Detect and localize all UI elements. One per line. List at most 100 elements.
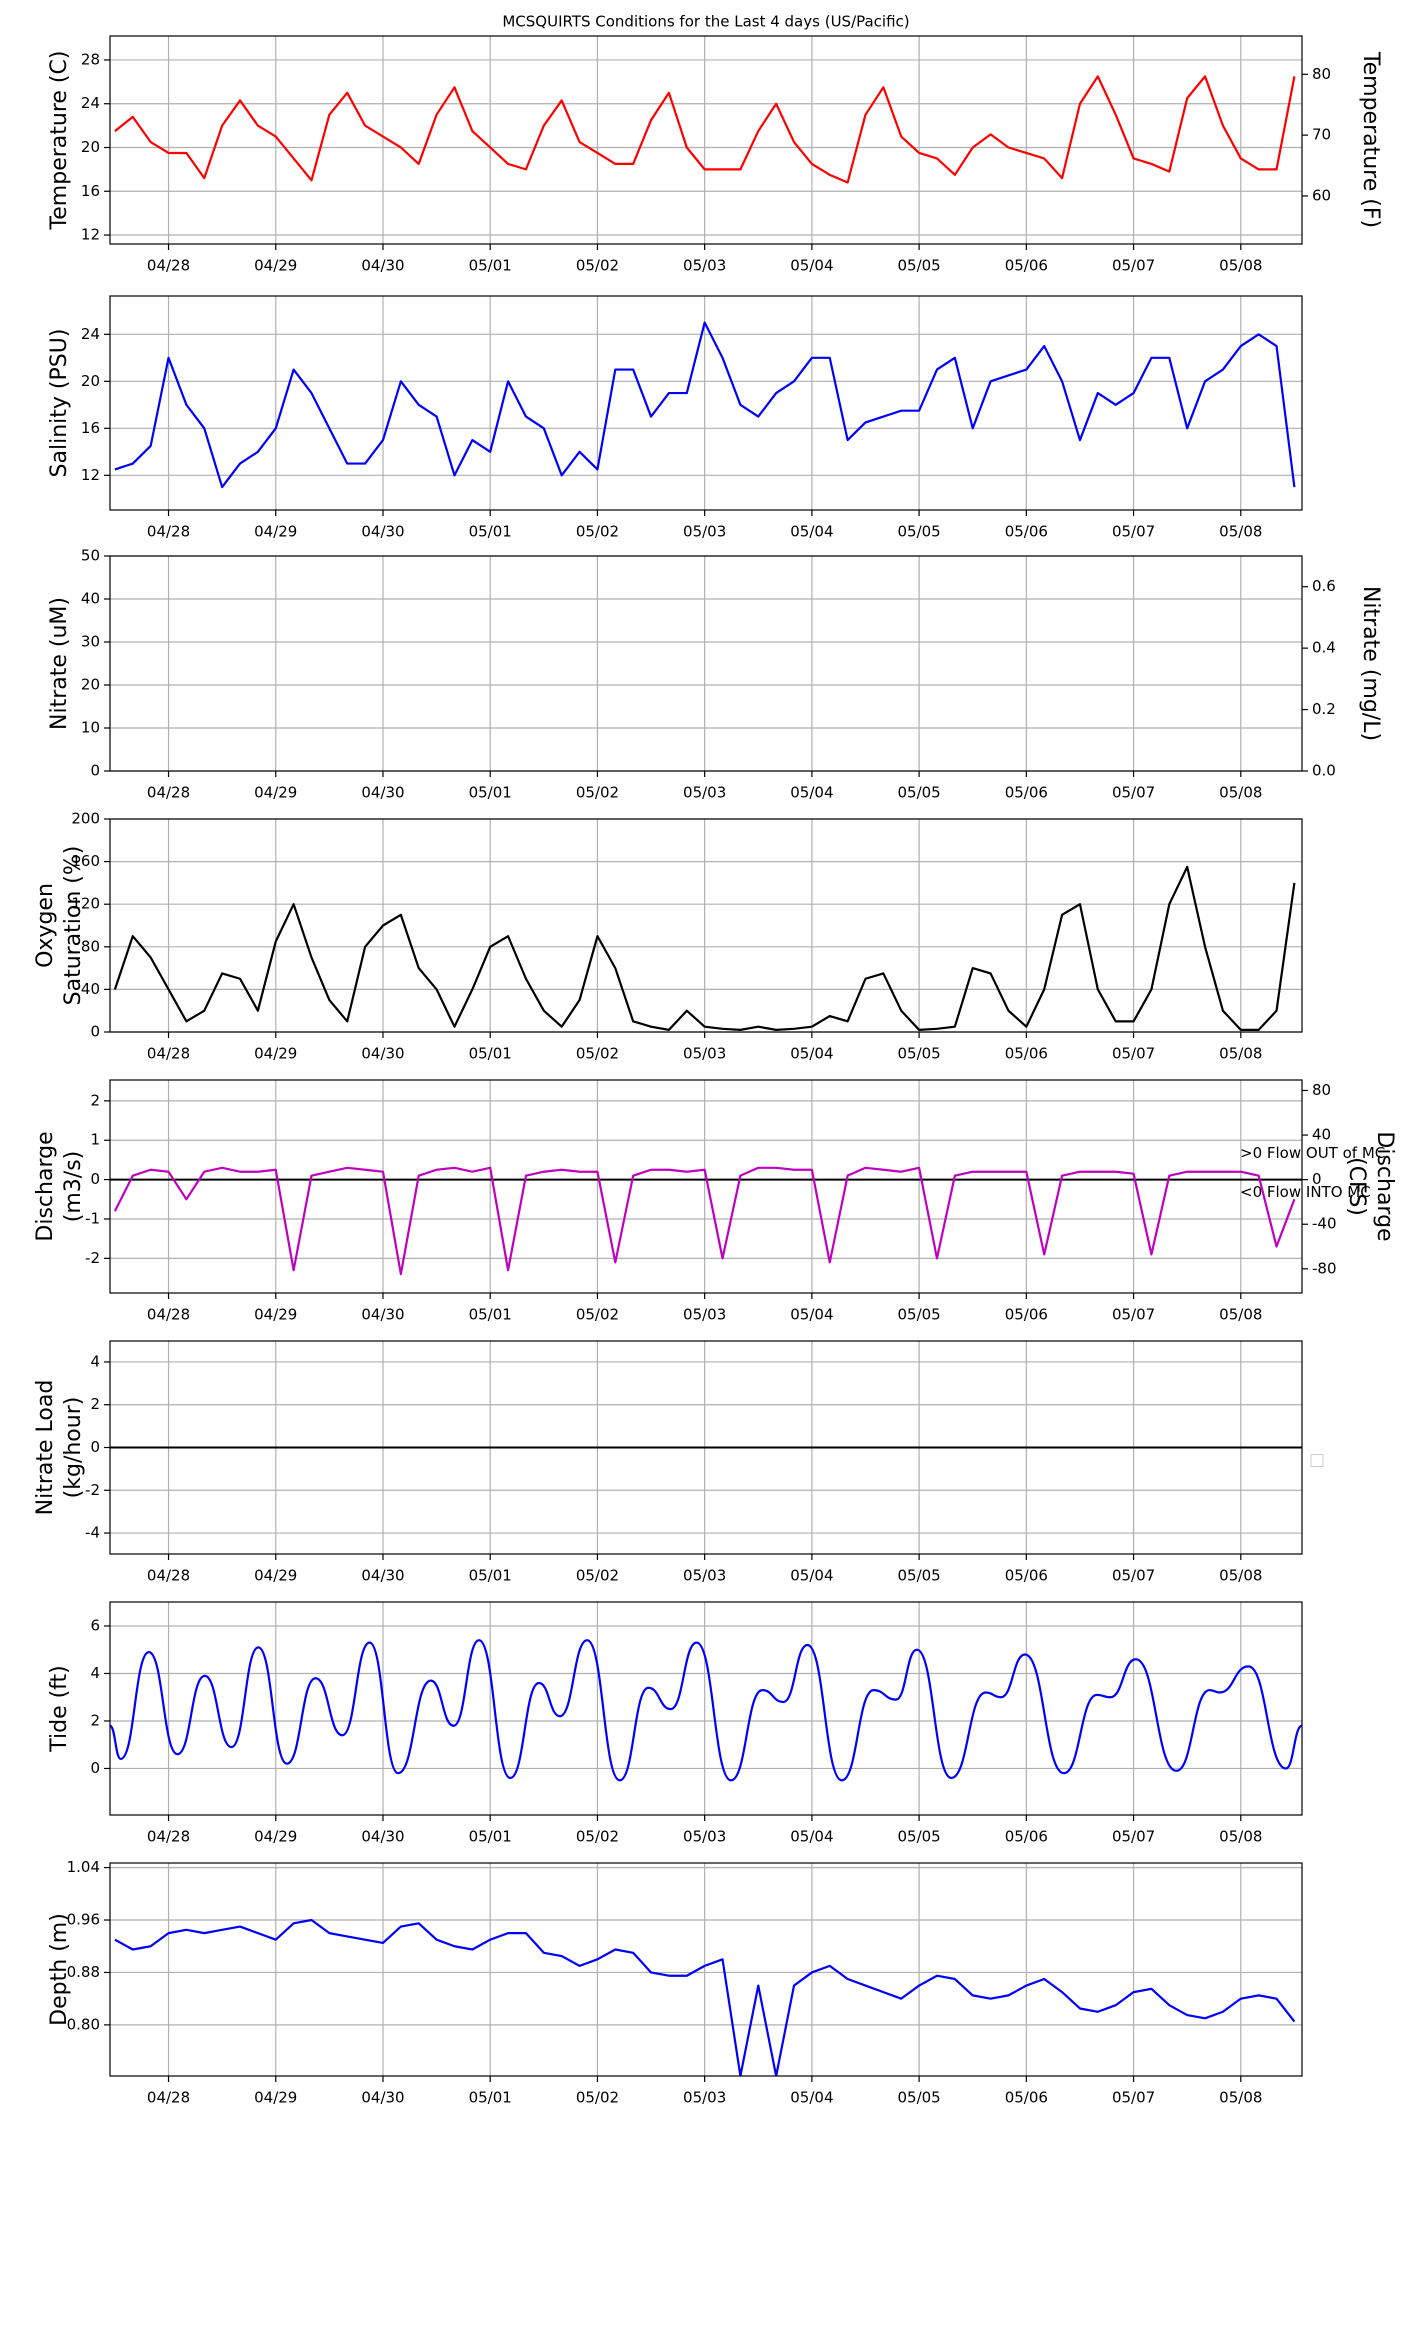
y-tick-label: 40 bbox=[81, 590, 100, 608]
y-tick-label: 0 bbox=[90, 762, 100, 780]
x-tick-label: 05/08 bbox=[1219, 1306, 1262, 1324]
x-tick-label: 05/01 bbox=[469, 1828, 512, 1846]
x-tick-label: 05/05 bbox=[897, 1567, 940, 1585]
y-tick-label: 24 bbox=[81, 94, 100, 112]
annotation: >0 Flow OUT of MC bbox=[1240, 1144, 1385, 1162]
x-tick-label: 05/01 bbox=[469, 523, 512, 541]
y-tick-label: 0.80 bbox=[67, 2015, 100, 2033]
y-axis-label: Tide (ft) bbox=[47, 1665, 72, 1753]
y2-tick-label: 0.4 bbox=[1312, 639, 1336, 657]
y-axis-label: (kg/hour) bbox=[61, 1397, 86, 1499]
x-tick-label: 05/05 bbox=[897, 2089, 940, 2107]
y-tick-label: 160 bbox=[71, 852, 100, 870]
y-tick-label: -1 bbox=[85, 1209, 100, 1227]
x-tick-label: 05/04 bbox=[790, 523, 833, 541]
x-tick-label: 05/01 bbox=[469, 2089, 512, 2107]
x-tick-label: 05/08 bbox=[1219, 1828, 1262, 1846]
x-tick-label: 05/08 bbox=[1219, 2089, 1262, 2107]
x-tick-label: 05/01 bbox=[469, 1045, 512, 1063]
y2-tick-label: 70 bbox=[1312, 126, 1331, 144]
plot-frame bbox=[109, 1601, 1303, 1816]
x-tick-label: 05/05 bbox=[897, 784, 940, 802]
y-tick-label: 20 bbox=[81, 676, 100, 694]
x-tick-label: 05/08 bbox=[1219, 523, 1262, 541]
x-tick-label: 05/02 bbox=[576, 257, 619, 275]
x-tick-label: 04/29 bbox=[254, 2089, 297, 2107]
x-tick-label: 04/30 bbox=[361, 1567, 404, 1585]
x-tick-label: 05/03 bbox=[683, 523, 726, 541]
y-tick-label: 0.88 bbox=[67, 1963, 100, 1981]
y-axis-label: Nitrate (uM) bbox=[47, 597, 72, 730]
x-tick-label: 05/07 bbox=[1112, 2089, 1155, 2107]
x-tick-label: 05/08 bbox=[1219, 784, 1262, 802]
plot-frame bbox=[109, 1862, 1303, 2077]
y-axis-label: Saturation (%) bbox=[61, 846, 86, 1006]
y-tick-label: 4 bbox=[90, 1352, 100, 1370]
x-tick-label: 04/28 bbox=[147, 1306, 190, 1324]
y-tick-label: 0.96 bbox=[67, 1911, 100, 1929]
y-tick-label: 2 bbox=[90, 1091, 100, 1109]
y-tick-label: 10 bbox=[81, 719, 100, 737]
y-tick-label: 16 bbox=[81, 419, 100, 437]
x-tick-label: 05/05 bbox=[897, 1828, 940, 1846]
x-tick-label: 05/08 bbox=[1219, 1045, 1262, 1063]
x-tick-label: 05/06 bbox=[1005, 2089, 1048, 2107]
x-tick-label: 05/06 bbox=[1005, 1828, 1048, 1846]
y-tick-label: 2 bbox=[90, 1711, 100, 1729]
x-tick-label: 05/04 bbox=[790, 257, 833, 275]
x-tick-label: 05/05 bbox=[897, 1306, 940, 1324]
x-tick-label: 04/29 bbox=[254, 1306, 297, 1324]
x-tick-label: 04/28 bbox=[147, 523, 190, 541]
x-tick-label: 05/06 bbox=[1005, 1306, 1048, 1324]
x-tick-label: 05/02 bbox=[576, 1567, 619, 1585]
y-axis-label: Temperature (C) bbox=[47, 51, 72, 231]
x-tick-label: 05/07 bbox=[1112, 784, 1155, 802]
plot-frame bbox=[109, 818, 1303, 1033]
x-tick-label: 04/29 bbox=[254, 257, 297, 275]
y2-tick-label: 0.0 bbox=[1312, 762, 1336, 780]
y-axis-label: Nitrate Load bbox=[33, 1380, 58, 1516]
y2-axis-label: Temperature (F) bbox=[1358, 51, 1383, 228]
y-tick-label: 80 bbox=[81, 937, 100, 955]
y2-axis-label: (CFS) bbox=[1344, 1157, 1369, 1216]
x-tick-label: 05/04 bbox=[790, 2089, 833, 2107]
y-tick-label: 24 bbox=[81, 325, 100, 343]
x-tick-label: 04/29 bbox=[254, 1828, 297, 1846]
x-tick-label: 05/05 bbox=[897, 1045, 940, 1063]
y2-tick-label: -40 bbox=[1312, 1215, 1337, 1233]
x-tick-label: 04/29 bbox=[254, 523, 297, 541]
x-tick-label: 05/04 bbox=[790, 784, 833, 802]
y-tick-label: 12 bbox=[81, 466, 100, 484]
x-tick-label: 05/02 bbox=[576, 1045, 619, 1063]
x-tick-label: 04/28 bbox=[147, 784, 190, 802]
x-tick-label: 05/03 bbox=[683, 1306, 726, 1324]
y2-tick-label: 0.6 bbox=[1312, 577, 1336, 595]
y-tick-label: 28 bbox=[81, 50, 100, 68]
y-tick-label: 120 bbox=[71, 895, 100, 913]
y-axis-label: Salinity (PSU) bbox=[47, 329, 72, 478]
x-tick-label: 05/07 bbox=[1112, 1045, 1155, 1063]
y-tick-label: 6 bbox=[90, 1616, 100, 1634]
y2-tick-label: 80 bbox=[1312, 65, 1331, 83]
y-tick-label: 200 bbox=[71, 810, 100, 828]
plot-frame bbox=[109, 555, 1303, 772]
x-tick-label: 05/04 bbox=[790, 1306, 833, 1324]
y-tick-label: 16 bbox=[81, 182, 100, 200]
x-tick-label: 04/30 bbox=[361, 784, 404, 802]
x-tick-label: 04/30 bbox=[361, 1306, 404, 1324]
x-tick-label: 05/02 bbox=[576, 1306, 619, 1324]
y2-tick-label: 60 bbox=[1312, 186, 1331, 204]
y-tick-label: 4 bbox=[90, 1664, 100, 1682]
x-tick-label: 05/01 bbox=[469, 1306, 512, 1324]
y-tick-label: -2 bbox=[85, 1249, 100, 1267]
x-tick-label: 04/29 bbox=[254, 784, 297, 802]
y-tick-label: 40 bbox=[81, 980, 100, 998]
x-tick-label: 04/30 bbox=[361, 1045, 404, 1063]
y2-tick-label: 40 bbox=[1312, 1126, 1331, 1144]
x-tick-label: 04/30 bbox=[361, 1828, 404, 1846]
annotation: <0 Flow INTO MC bbox=[1240, 1183, 1371, 1201]
series-line bbox=[114, 1918, 1296, 2076]
chart-title: MCSQUIRTS Conditions for the Last 4 days… bbox=[502, 13, 909, 31]
y-tick-label: 0 bbox=[90, 1438, 100, 1456]
x-tick-label: 05/07 bbox=[1112, 1306, 1155, 1324]
